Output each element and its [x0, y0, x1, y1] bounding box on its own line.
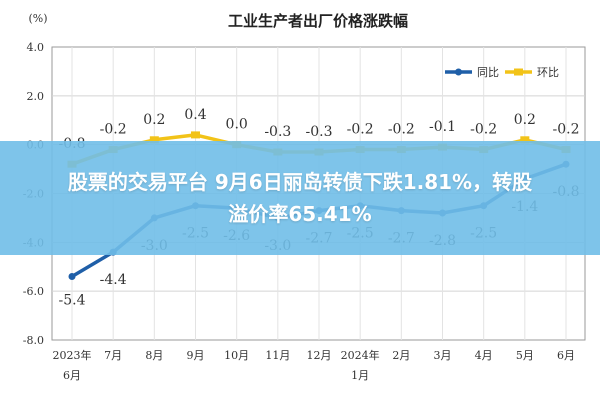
legend-yoy-label: 同比 — [477, 66, 499, 79]
x-tick-label: 3月 — [434, 349, 452, 362]
data-point-mom — [191, 131, 200, 139]
x-tick-label: 6月 — [557, 349, 575, 362]
y-tick-label: -6.0 — [23, 285, 44, 298]
x-tick-label: 6月 — [63, 369, 81, 382]
data-label-mom: 0.2 — [514, 112, 536, 128]
y-tick-label: -8.0 — [23, 334, 44, 347]
data-label-yoy: -5.4 — [59, 293, 86, 309]
x-tick-label: 2月 — [392, 349, 410, 362]
x-tick-label: 9月 — [187, 349, 205, 362]
data-label-mom: 0.4 — [184, 107, 206, 123]
data-point-mom — [520, 136, 530, 144]
y-axis-unit: (%) — [28, 12, 47, 25]
x-tick-label: 11月 — [265, 349, 290, 362]
data-label-mom: -0.1 — [429, 119, 456, 135]
data-label-yoy: -4.4 — [100, 272, 127, 288]
x-tick-label: 5月 — [516, 349, 534, 362]
x-tick-label: 12月 — [307, 349, 332, 362]
legend-mom-label: 环比 — [537, 66, 559, 79]
chart-title: 工业生产者出厂价格涨跌幅 — [228, 12, 408, 30]
legend-mom-marker — [514, 68, 523, 76]
x-tick-label: 4月 — [475, 349, 493, 362]
legend-yoy-marker — [455, 68, 462, 76]
x-tick-label: 2024年 — [341, 348, 380, 362]
data-label-mom: -0.2 — [347, 122, 374, 138]
x-tick-label: 10月 — [224, 349, 249, 362]
data-point-mom — [149, 136, 159, 144]
data-point-yoy — [68, 273, 76, 281]
data-label-mom: 0.2 — [143, 112, 165, 128]
news-headline-banner[interactable]: 股票的交易平台 9月6日丽岛转债下跌1.81%，转股 溢价率65.41% — [0, 141, 600, 255]
x-tick-label: 1月 — [351, 369, 369, 382]
y-tick-label: 4.0 — [27, 41, 45, 54]
x-tick-label: 7月 — [104, 349, 122, 362]
headline-line-1: 股票的交易平台 9月6日丽岛转债下跌1.81%，转股 — [67, 170, 533, 194]
data-label-mom: 0.0 — [226, 117, 248, 133]
data-label-mom: -0.2 — [470, 122, 497, 138]
y-tick-label: 2.0 — [27, 90, 45, 103]
x-tick-label: 8月 — [145, 349, 163, 362]
x-tick-label: 2023年 — [53, 348, 92, 362]
data-label-mom: -0.2 — [388, 122, 415, 138]
data-label-mom: -0.3 — [264, 124, 291, 140]
data-label-mom: -0.2 — [553, 122, 580, 138]
data-label-mom: -0.3 — [306, 124, 333, 140]
data-label-mom: -0.2 — [100, 122, 127, 138]
headline-line-2: 溢价率65.41% — [228, 202, 372, 226]
